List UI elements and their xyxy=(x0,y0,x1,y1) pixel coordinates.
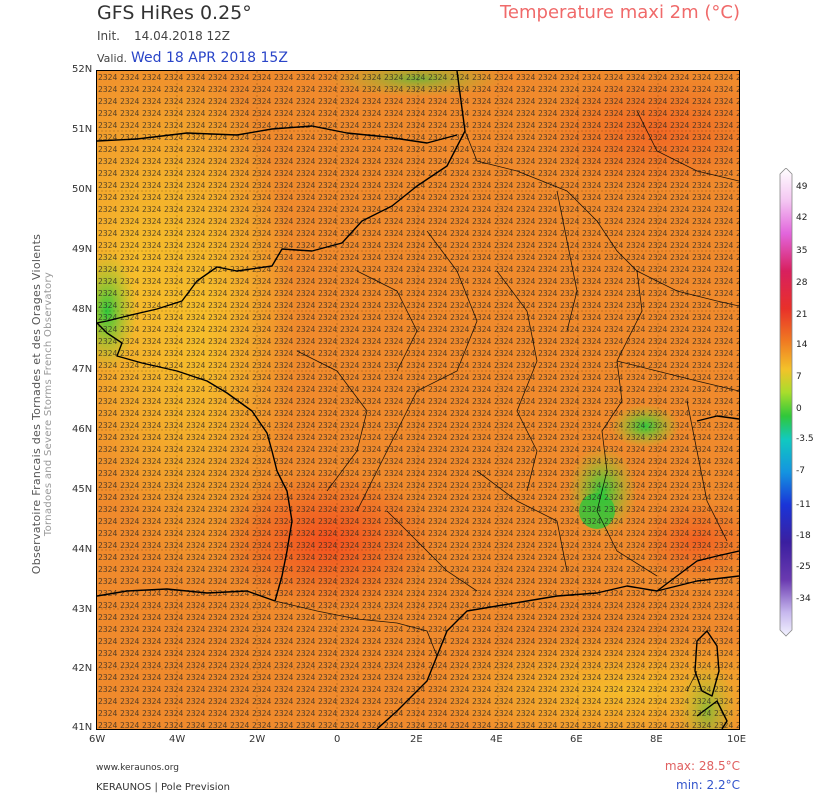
max-value: 28.5°C xyxy=(698,759,740,773)
colorbar-label: -18 xyxy=(796,531,811,541)
lat-label: 44N xyxy=(72,544,93,555)
footer-brand: KERAUNOS | Pole Prevision xyxy=(96,782,230,793)
lon-label: 4W xyxy=(169,734,186,745)
colorbar-label: 35 xyxy=(796,246,808,256)
valid-row: Valid. Wed 18 APR 2018 15Z xyxy=(97,50,288,66)
map-canvas: 2324 xyxy=(97,71,739,729)
colorbar xyxy=(778,167,818,638)
colorbar-label: 28 xyxy=(796,278,808,288)
colorbar-label: -34 xyxy=(796,594,811,604)
valid-value: Wed 18 APR 2018 15Z xyxy=(131,50,288,66)
lat-label: 41N xyxy=(72,722,93,733)
lat-label: 43N xyxy=(72,604,93,615)
model-title: GFS HiRes 0.25° xyxy=(97,2,252,24)
lon-label: 2W xyxy=(249,734,266,745)
colorbar-label: -11 xyxy=(796,500,811,510)
min-value: 2.2°C xyxy=(706,778,740,792)
lat-label: 42N xyxy=(72,663,93,674)
lon-label: 0 xyxy=(334,734,341,745)
init-value: 14.04.2018 12Z xyxy=(134,29,231,43)
product-title: Temperature maxi 2m (°C) xyxy=(499,2,740,23)
colorbar-svg xyxy=(779,167,793,637)
min-label: min: xyxy=(676,778,703,792)
colorbar-label: -3.5 xyxy=(796,434,814,444)
grid-values-texture xyxy=(97,71,739,729)
footer-site: www.keraunos.org xyxy=(96,763,179,773)
lon-label: 8E xyxy=(650,734,663,745)
lat-label: 49N xyxy=(72,244,93,255)
colorbar-label: -7 xyxy=(796,466,805,476)
lat-lines xyxy=(97,130,739,670)
lat-label: 48N xyxy=(72,304,93,315)
borders xyxy=(274,110,739,692)
lon-label: 4E xyxy=(490,734,503,745)
side-credit-line2: Tornadoes and Severe Storms French Obser… xyxy=(43,271,54,537)
lat-label: 50N xyxy=(72,184,93,195)
lat-label: 47N xyxy=(72,364,93,375)
lon-label: 10E xyxy=(727,734,747,745)
init-row: Init. 14.04.2018 12Z xyxy=(97,29,230,43)
lat-label: 51N xyxy=(72,124,93,135)
colorbar-label: 21 xyxy=(796,310,808,320)
init-label: Init. xyxy=(97,29,120,43)
temperature-map: 2324 xyxy=(96,70,740,730)
max-readout: max: 28.5°C xyxy=(665,759,740,773)
colorbar-label: -25 xyxy=(796,562,811,572)
lon-label: 6E xyxy=(570,734,583,745)
valid-label: Valid. xyxy=(97,52,128,65)
lat-label: 46N xyxy=(72,424,93,435)
lat-label: 52N xyxy=(72,64,93,75)
max-label: max: xyxy=(664,759,696,773)
side-credit: Observatoire Francais des Tornades et de… xyxy=(30,214,54,594)
min-readout: min: 2.2°C xyxy=(676,778,740,792)
colorbar-bar xyxy=(779,167,793,637)
side-credit-line1: Observatoire Francais des Tornades et de… xyxy=(30,233,43,575)
colorbar-label: 49 xyxy=(796,182,808,192)
colorbar-label: 0 xyxy=(796,404,802,414)
colorbar-label: 7 xyxy=(796,372,802,382)
coastlines xyxy=(97,71,739,729)
lon-label: 2E xyxy=(410,734,423,745)
colorbar-label: 42 xyxy=(796,213,808,223)
lat-label: 45N xyxy=(72,484,93,495)
colorbar-label: 14 xyxy=(796,340,808,350)
lon-lines xyxy=(176,71,659,729)
lon-label: 6W xyxy=(89,734,106,745)
